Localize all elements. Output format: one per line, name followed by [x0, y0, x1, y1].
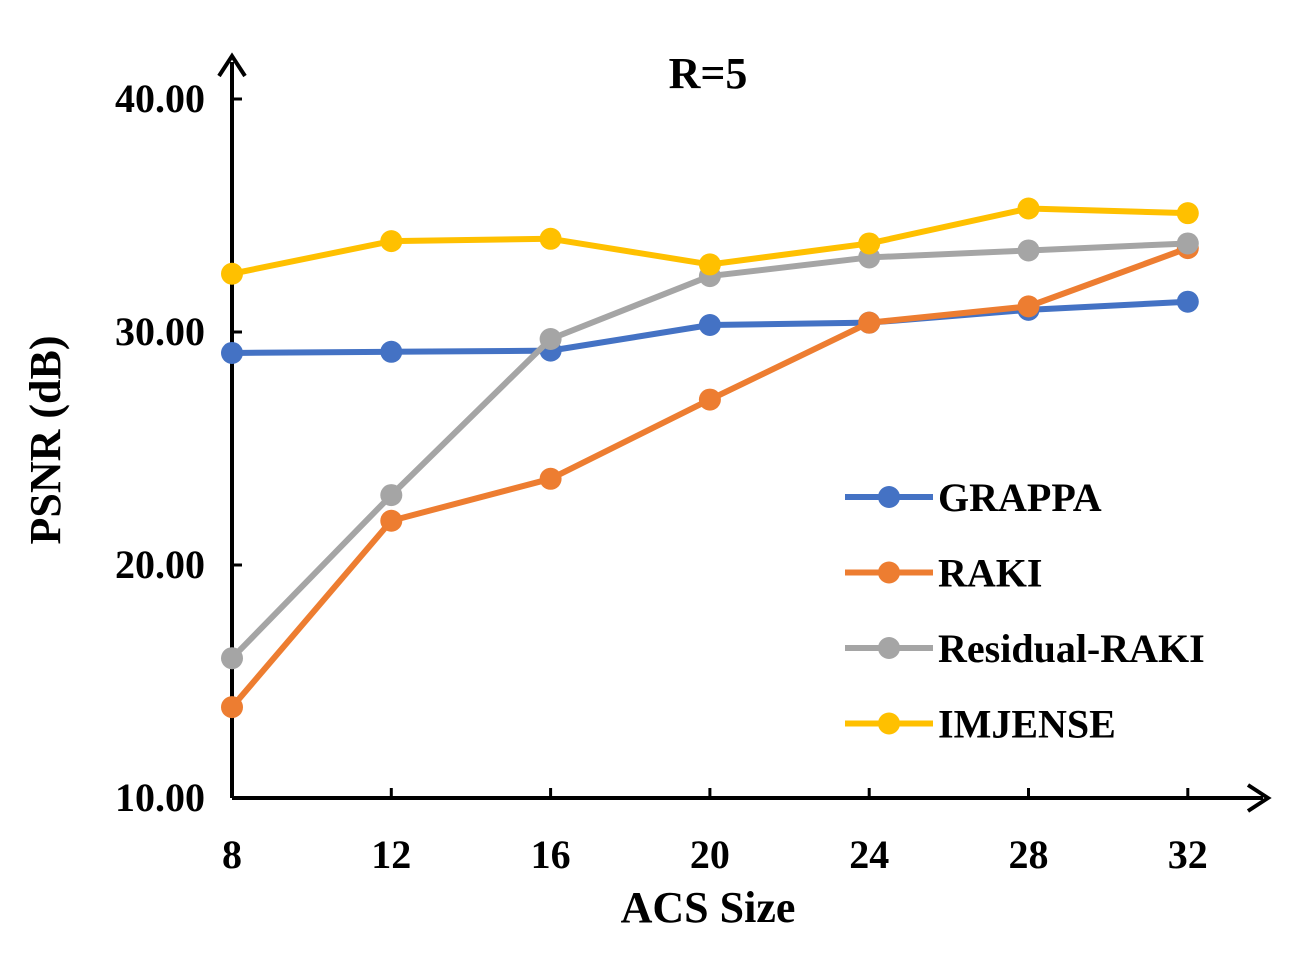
legend-item-imjense: IMJENSE: [845, 702, 1116, 747]
axes: 10.00 20.00 30.00 40.00 8 12 16 20 24 28 32: [115, 52, 1272, 877]
series-imjense: [221, 197, 1199, 285]
x-tick-label: 12: [371, 832, 411, 877]
data-point: [1017, 197, 1040, 220]
x-tick-label: 20: [690, 832, 730, 877]
y-tick-label: 10.00: [115, 775, 205, 820]
data-point: [1017, 239, 1040, 262]
series-grappa: [221, 290, 1199, 364]
data-point: [221, 647, 243, 670]
legend-swatch-marker: [878, 712, 900, 735]
chart-title: R=5: [669, 49, 748, 98]
data-point: [380, 509, 403, 532]
series-layer: [221, 197, 1199, 719]
data-point: [858, 311, 881, 334]
data-point: [221, 262, 243, 285]
data-point: [858, 232, 881, 255]
y-tick-label: 40.00: [115, 76, 205, 121]
legend-label: RAKI: [938, 551, 1042, 596]
data-point: [539, 227, 562, 250]
data-point: [1176, 202, 1199, 225]
legend-swatch-marker: [878, 486, 900, 508]
legend-swatch-marker: [878, 637, 900, 659]
data-point: [698, 314, 721, 337]
x-tick-label: 32: [1168, 832, 1208, 877]
x-axis-arrowhead: [1246, 783, 1272, 813]
data-point: [1176, 290, 1199, 313]
y-tick-label: 30.00: [115, 309, 205, 354]
legend-label: Residual-RAKI: [938, 626, 1205, 671]
legend-label: IMJENSE: [938, 702, 1116, 747]
legend-item-grappa: GRAPPA: [845, 475, 1102, 520]
data-point: [1017, 295, 1040, 318]
legend-label: GRAPPA: [938, 475, 1102, 520]
data-point: [539, 467, 562, 490]
x-tick-label: 8: [222, 832, 242, 877]
legend: GRAPPA RAKI Residual-RAKI IMJENSE: [845, 475, 1205, 747]
data-point: [380, 340, 403, 363]
data-point: [1176, 232, 1199, 255]
data-point: [698, 253, 721, 276]
data-point: [221, 696, 243, 719]
series-line: [229, 240, 1188, 661]
data-point: [221, 341, 243, 364]
y-tick-label: 20.00: [115, 542, 205, 587]
x-tick-label: 16: [531, 832, 571, 877]
x-tick-label: 28: [1009, 832, 1049, 877]
y-axis-arrowhead: [217, 52, 247, 78]
data-point: [380, 484, 403, 507]
data-point: [698, 388, 721, 411]
legend-item-residual-raki: Residual-RAKI: [845, 626, 1205, 671]
legend-item-raki: RAKI: [845, 551, 1042, 596]
x-axis-label: ACS Size: [621, 883, 796, 932]
legend-swatch-marker: [878, 561, 900, 584]
y-axis-label: PSNR (dB): [21, 335, 70, 544]
x-tick-label: 24: [849, 832, 889, 877]
data-point: [380, 230, 403, 253]
data-point: [539, 327, 562, 350]
